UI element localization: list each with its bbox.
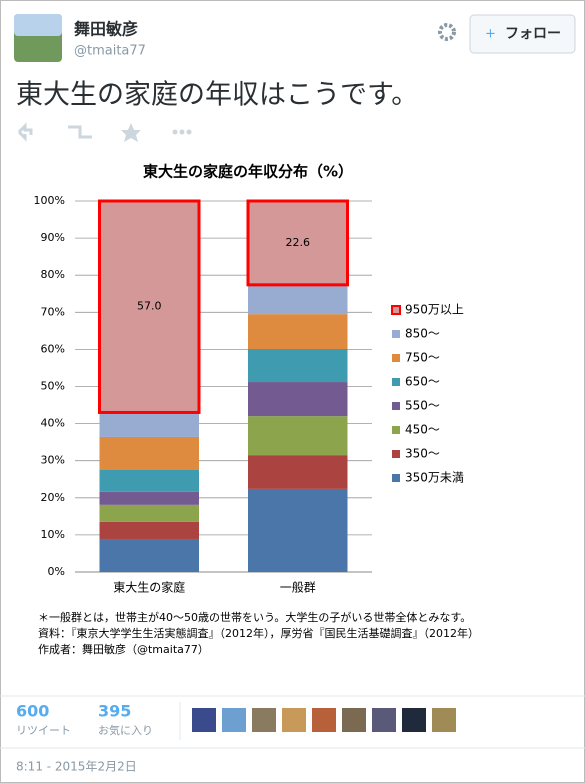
y-tick-label: 60% [41, 342, 65, 355]
bar-segment [99, 469, 199, 492]
avatar-small[interactable] [402, 708, 426, 732]
bar-segment [99, 538, 199, 572]
avatar-small[interactable] [312, 708, 336, 732]
favorite-count[interactable]: 395 [98, 702, 131, 721]
legend-marker [392, 426, 400, 434]
bar-segment [248, 349, 348, 383]
bar-segment [99, 521, 199, 539]
retweet-count[interactable]: 600 [16, 702, 49, 721]
bar-segment [248, 455, 348, 489]
bar-segment [248, 382, 348, 417]
bar-segment [248, 314, 348, 350]
legend-marker [391, 305, 401, 315]
tweet-text: 東大生の家庭の年収はこうです。 [16, 80, 418, 111]
data-label: 57.0 [137, 300, 162, 313]
follow-label: フォロー [505, 26, 561, 42]
avatar-small[interactable] [252, 708, 276, 732]
user-handle[interactable]: @tmaita77 [74, 44, 146, 59]
y-tick-label: 0% [48, 565, 65, 578]
legend-marker [392, 474, 400, 482]
y-tick-label: 20% [41, 491, 65, 504]
bar-segment [99, 504, 199, 522]
avatar-small[interactable] [282, 708, 306, 732]
legend-label: 650〜 [405, 375, 440, 389]
user-name[interactable]: 舞田敏彦 [74, 20, 138, 39]
bar-segment [246, 199, 349, 287]
legend-marker [392, 402, 400, 410]
legend-label: 750〜 [405, 351, 440, 365]
follow-button[interactable] [469, 14, 576, 54]
bar-segment [248, 284, 348, 315]
avatar-sky [14, 14, 62, 36]
favorite-icon[interactable] [121, 123, 141, 142]
chart: 0% 10% 20% 30% 40% 50% 60% 70% 80% 90% 100% 東大生の家庭 5… [34, 194, 479, 656]
y-tick-label: 90% [41, 231, 65, 244]
favoriter-avatars [192, 708, 456, 732]
more-icon[interactable] [172, 129, 192, 135]
avatar-small[interactable] [342, 708, 366, 732]
retweet-label: リツイート [16, 724, 71, 737]
reply-icon[interactable] [17, 122, 33, 142]
bar-segment [99, 491, 199, 505]
bar-segment [98, 199, 201, 414]
legend-label: 350万未満 [405, 471, 464, 485]
legend-label: 350〜 [405, 447, 440, 461]
favorite-label: お気に入り [98, 723, 153, 737]
retweet-icon[interactable] [68, 125, 92, 139]
legend-label: 450〜 [405, 423, 440, 437]
y-tick-label: 30% [41, 454, 65, 467]
legend-marker [392, 378, 400, 386]
bar-segment [99, 412, 199, 437]
legend-marker [392, 450, 400, 458]
y-tick-label: 100% [34, 194, 65, 207]
y-tick-label: 10% [41, 528, 65, 541]
avatar-small[interactable] [432, 708, 456, 732]
y-tick-label: 80% [41, 268, 65, 281]
bar-segment [248, 488, 348, 572]
x-tick-label: 東大生の家庭 [113, 580, 185, 595]
chart-note: ＊一般群とは，世帯主が40〜50歳の世帯をいう。大学生の子がいる世帯全体とみなす… [38, 610, 471, 624]
y-tick-label: 70% [41, 305, 65, 318]
avatar-small[interactable] [222, 708, 246, 732]
x-tick-label: 一般群 [280, 580, 316, 595]
data-label: 22.6 [286, 236, 311, 249]
avatar-small[interactable] [372, 708, 396, 732]
legend-label: 850〜 [405, 327, 440, 341]
bar-segment [99, 436, 199, 470]
chart-note: 資料：『東京大学学生生活実態調査』（2012年），厚労省『国民生活基礎調査』（2… [38, 626, 479, 640]
chart-note: 作成者：舞田敏彦（@tmaita77） [38, 642, 209, 656]
bar-segment [248, 416, 348, 456]
legend-label: 550〜 [405, 399, 440, 413]
y-tick-label: 50% [41, 380, 65, 393]
settings-icon[interactable] [438, 23, 456, 41]
chart-title: 東大生の家庭の年収分布（%） [143, 163, 353, 181]
legend-marker [392, 354, 400, 362]
y-tick-label: 40% [41, 417, 65, 430]
avatar-small[interactable] [192, 708, 216, 732]
follow-icon: + [485, 27, 496, 42]
timestamp[interactable]: 8:11 - 2015年2月2日 [16, 760, 137, 774]
legend-label: 950万以上 [405, 303, 464, 317]
legend-marker [392, 330, 400, 338]
